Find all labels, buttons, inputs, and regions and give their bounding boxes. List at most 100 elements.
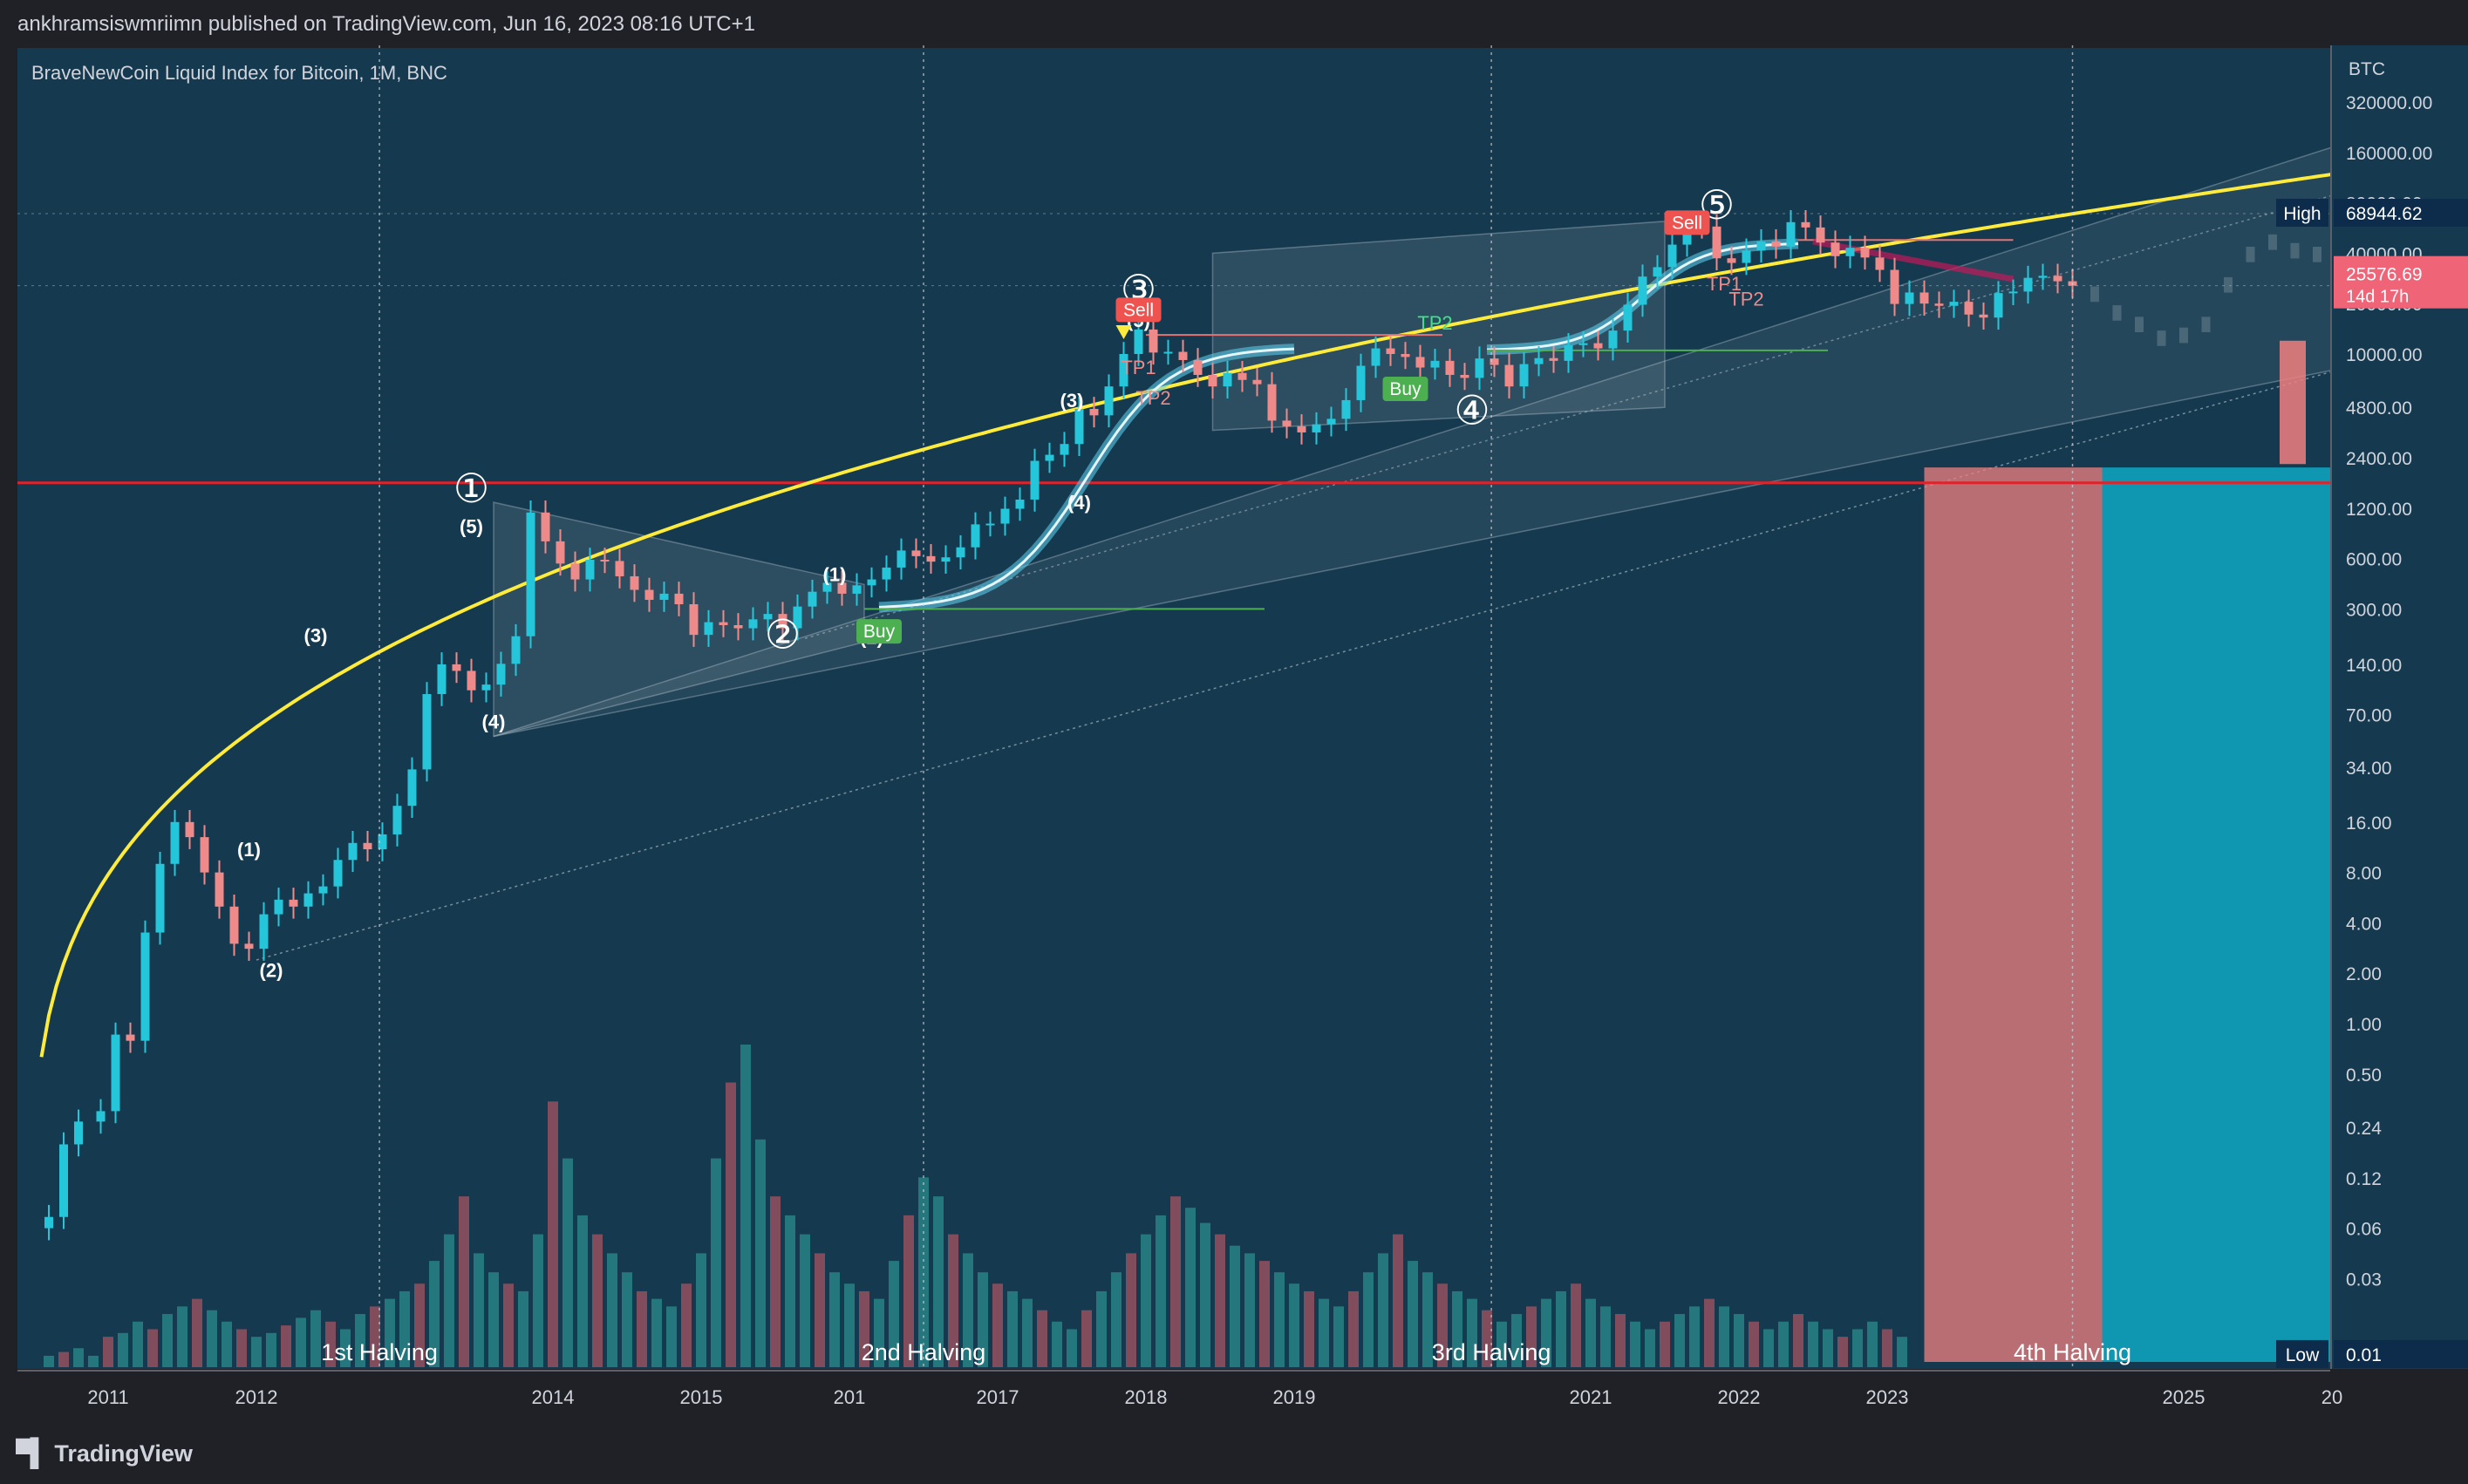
candle-body (882, 567, 891, 580)
volume-bar (711, 1158, 721, 1367)
cycle-block-pink (1924, 467, 2103, 1362)
candle-body (259, 914, 269, 950)
volume-bar (992, 1283, 1003, 1367)
candle-body (674, 593, 684, 605)
volume-bar (1037, 1310, 1047, 1367)
candle-body (422, 694, 432, 770)
price-tick: 16.00 (2346, 813, 2392, 834)
candle-body (1134, 329, 1143, 354)
candle-body (496, 664, 506, 685)
volume-bar (103, 1337, 113, 1367)
high-tag-value-box (2334, 198, 2468, 227)
tradingview-brand: TradingView (54, 1440, 193, 1467)
buy-signal-text: Buy (1389, 379, 1421, 399)
candle-body (1934, 303, 1944, 306)
candle-body (852, 585, 862, 594)
candle-body (111, 1034, 120, 1112)
projection-candle (2201, 317, 2211, 333)
time-tick: 2019 (1273, 1386, 1316, 1408)
time-tick: 2017 (977, 1386, 1019, 1408)
buy-signal-badge (856, 619, 902, 644)
candle-body (600, 559, 610, 562)
volume-bar (978, 1272, 988, 1367)
magenta-band (1812, 238, 2015, 283)
low-tag-label-box (2276, 1339, 2328, 1368)
candle-body (170, 821, 180, 864)
time-tick: 2025 (2163, 1386, 2206, 1408)
halving-cycle-block (1924, 340, 2330, 1362)
candle-body (140, 932, 150, 1041)
projection-candle (2313, 247, 2321, 262)
volume-bar (385, 1298, 395, 1367)
price-tick: 1.00 (2346, 1015, 2382, 1035)
volume-bar (1452, 1290, 1462, 1367)
volume-bar (147, 1329, 158, 1367)
projection-candle (2224, 276, 2233, 293)
candle-body (1845, 248, 1855, 256)
candle-body (763, 614, 773, 620)
volume-bar (1882, 1329, 1892, 1367)
volume-bar (133, 1321, 143, 1367)
time-axis[interactable] (0, 1369, 2468, 1421)
candle-body (1919, 292, 1929, 304)
volume-bar (1170, 1196, 1181, 1367)
tradingview-logo[interactable]: ▀▍ TradingView (16, 1439, 193, 1469)
volume-bar (177, 1306, 187, 1367)
volume-bar (1867, 1321, 1878, 1367)
volume-bar (1778, 1321, 1789, 1367)
candle-body (1460, 374, 1469, 378)
take-profit-label: TP2 (1417, 312, 1452, 334)
price-tick: 2.00 (2346, 964, 2382, 984)
candle-body (1519, 364, 1529, 387)
candle-body (378, 834, 387, 850)
candle-body (1831, 242, 1840, 256)
volume-bar (88, 1355, 99, 1367)
volume-bar (577, 1215, 588, 1367)
candle-body (1371, 348, 1381, 366)
candle-body (452, 664, 461, 671)
candle-body (511, 636, 521, 664)
elliott-minor-label: (1) (823, 563, 847, 585)
wave-labels: ①②③④⑤(1)(2)(3)(4)(5)(1)(3)(4)(5)(2)SellS… (237, 182, 1764, 981)
low-tag-value-box (2334, 1339, 2468, 1368)
candle-body (1341, 399, 1351, 419)
volume-bar (1111, 1272, 1122, 1367)
elliott-major-label: ② (765, 611, 801, 657)
candle-body (971, 524, 980, 548)
volume-bar (1526, 1306, 1537, 1367)
candle-body (392, 806, 402, 834)
candle-body (1623, 304, 1633, 331)
price-tick: 8.00 (2346, 864, 2382, 884)
candle-body (1534, 357, 1544, 364)
price-tick: 1200.00 (2346, 500, 2412, 520)
candle-body (630, 575, 639, 590)
candle-body (585, 559, 595, 580)
volume-bar (1660, 1321, 1670, 1367)
elliott-minor-label: (3) (1060, 390, 1084, 412)
candle-body (1430, 360, 1440, 368)
high-tag-value: 68944.62 (2346, 204, 2423, 224)
high-tag-label: High (2283, 204, 2321, 224)
publisher-line: ankhramsiswmriimn published on TradingVi… (17, 12, 755, 36)
volume-bar (918, 1177, 929, 1367)
volume-bar (207, 1310, 217, 1367)
candle-body (1045, 454, 1054, 461)
candle-body (719, 622, 728, 625)
sell-signal-text: Sell (1672, 213, 1702, 233)
volume-bar (58, 1351, 69, 1367)
candle-body (1578, 343, 1588, 345)
volume-bar (444, 1234, 454, 1367)
volume-bar (948, 1234, 958, 1367)
long-channel (493, 103, 2468, 738)
candle-body (1252, 379, 1262, 385)
candle-body (1905, 292, 1914, 304)
volume-bar (844, 1283, 855, 1367)
candle-body (808, 591, 817, 607)
candle-body (748, 619, 758, 629)
time-tick: 2023 (1866, 1386, 1909, 1408)
volume-bar (236, 1329, 247, 1367)
volume-bar (1422, 1272, 1433, 1367)
volume-bar (1585, 1298, 1596, 1367)
volume-bar (1571, 1283, 1581, 1367)
